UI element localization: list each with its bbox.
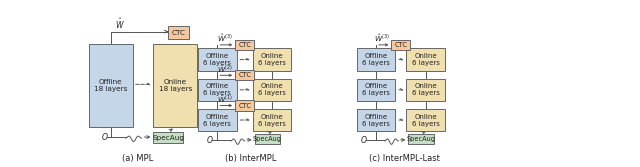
FancyBboxPatch shape [253,48,291,71]
FancyBboxPatch shape [408,134,434,144]
Text: CTC: CTC [172,30,186,36]
Text: SpecAug: SpecAug [253,136,282,142]
Text: $O$: $O$ [206,134,214,145]
Text: $\hat{W}^{(3)}$: $\hat{W}^{(3)}$ [218,33,233,44]
Text: CTC: CTC [394,42,408,48]
Text: Offline
6 layers: Offline 6 layers [362,53,390,66]
FancyBboxPatch shape [198,109,237,131]
Text: Offline
6 layers: Offline 6 layers [204,83,231,96]
FancyBboxPatch shape [168,26,189,39]
FancyBboxPatch shape [253,109,291,131]
Text: Online
6 layers: Online 6 layers [412,53,440,66]
FancyBboxPatch shape [406,78,445,101]
Text: SpecAug: SpecAug [407,136,436,142]
FancyBboxPatch shape [356,48,396,71]
Text: $O$: $O$ [360,134,367,145]
Text: Offline
6 layers: Offline 6 layers [204,53,231,66]
Text: Online
6 layers: Online 6 layers [258,83,286,96]
Text: Online
6 layers: Online 6 layers [412,83,440,96]
Text: $\hat{W}^{(1)}$: $\hat{W}^{(1)}$ [218,94,233,105]
FancyBboxPatch shape [236,100,254,111]
Text: Online
6 layers: Online 6 layers [412,114,440,127]
FancyBboxPatch shape [356,109,396,131]
Text: Online
18 layers: Online 18 layers [159,79,192,92]
FancyBboxPatch shape [255,134,280,144]
FancyBboxPatch shape [154,132,183,143]
Text: Offline
6 layers: Offline 6 layers [362,83,390,96]
Text: $O$: $O$ [101,131,109,142]
FancyBboxPatch shape [198,78,237,101]
FancyBboxPatch shape [253,78,291,101]
FancyBboxPatch shape [392,40,410,50]
Text: Online
6 layers: Online 6 layers [258,114,286,127]
FancyBboxPatch shape [236,40,254,50]
FancyBboxPatch shape [406,48,445,71]
Text: (c) InterMPL-Last: (c) InterMPL-Last [369,154,440,163]
FancyBboxPatch shape [154,44,197,127]
FancyBboxPatch shape [89,44,132,127]
Text: Offline
18 layers: Offline 18 layers [94,79,127,92]
FancyBboxPatch shape [236,70,254,80]
FancyBboxPatch shape [198,48,237,71]
Text: Offline
6 layers: Offline 6 layers [204,114,231,127]
Text: Online
6 layers: Online 6 layers [258,53,286,66]
Text: CTC: CTC [238,72,251,78]
Text: CTC: CTC [238,42,251,48]
Text: (a) MPL: (a) MPL [122,154,154,163]
Text: SpecAug: SpecAug [152,135,184,141]
Text: Offline
6 layers: Offline 6 layers [362,114,390,127]
Text: $\hat{W}^{(2)}$: $\hat{W}^{(2)}$ [218,63,233,75]
Text: (b) InterMPL: (b) InterMPL [225,154,277,163]
FancyBboxPatch shape [356,78,396,101]
FancyBboxPatch shape [406,109,445,131]
Text: $\hat{W}$: $\hat{W}$ [115,17,125,31]
Text: $\hat{W}^{(3)}$: $\hat{W}^{(3)}$ [374,33,390,44]
Text: CTC: CTC [238,103,251,109]
